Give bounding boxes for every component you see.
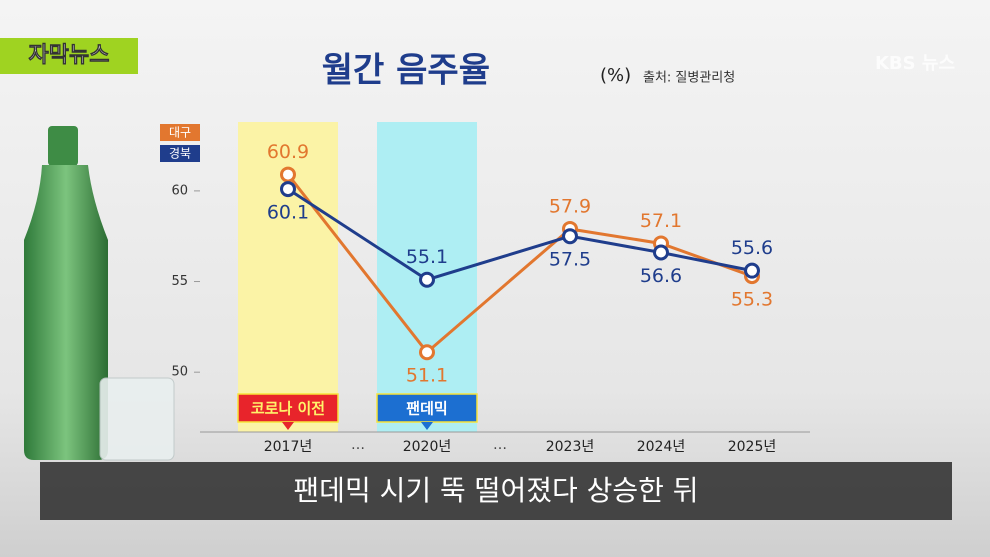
chart-title: 월간 음주율 bbox=[322, 51, 490, 91]
plot: 코로나 이전 팬데믹 50 55 60 2017년 2020년 2023년 2024년 2025년… bbox=[160, 122, 810, 455]
x-break: … bbox=[351, 437, 365, 453]
highlight-tag bbox=[237, 393, 339, 423]
value-label: 56.6 bbox=[640, 265, 682, 287]
value-label: 55.3 bbox=[731, 289, 773, 311]
broadcaster: KBS 뉴스 bbox=[875, 53, 955, 74]
legend-label: 대구 bbox=[169, 126, 191, 140]
unit: (%) bbox=[600, 65, 631, 86]
legend-swatch bbox=[160, 145, 200, 162]
point bbox=[280, 181, 296, 198]
highlight-label: 팬데믹 bbox=[406, 400, 447, 418]
x-break: … bbox=[493, 437, 507, 453]
point bbox=[562, 228, 578, 245]
value-label: 57.5 bbox=[549, 249, 591, 271]
value-label: 60.1 bbox=[267, 202, 309, 224]
value-label: 60.9 bbox=[267, 141, 309, 163]
source: 출처: 질병관리청 bbox=[643, 71, 735, 86]
x-tick-label: 2020년 bbox=[403, 439, 452, 455]
logo-box bbox=[0, 38, 138, 74]
x-tick-label: 2024년 bbox=[637, 439, 686, 455]
logo: 자막뉴스 bbox=[29, 43, 110, 68]
x-tick-label: 2025년 bbox=[728, 439, 777, 455]
y-tick-label: 60 bbox=[171, 183, 188, 198]
value-label: 57.1 bbox=[640, 210, 682, 232]
value-label: 55.1 bbox=[406, 246, 448, 268]
legend-label: 경북 bbox=[169, 147, 191, 161]
x-tick-label: 2017년 bbox=[264, 439, 313, 455]
subtitle: 팬데믹 시기 뚝 떨어졌다 상승한 뒤 bbox=[293, 474, 698, 507]
point bbox=[280, 166, 296, 183]
highlight-pointer bbox=[421, 422, 433, 430]
highlight-pointer bbox=[282, 422, 294, 430]
point bbox=[744, 262, 760, 279]
legend-swatch bbox=[160, 124, 200, 141]
value-label: 55.6 bbox=[731, 237, 773, 259]
subtitle-bar bbox=[40, 462, 952, 520]
point bbox=[419, 271, 435, 288]
point bbox=[419, 344, 435, 361]
value-label: 57.9 bbox=[549, 195, 591, 217]
x-tick-label: 2023년 bbox=[546, 439, 595, 455]
value-label: 51.1 bbox=[406, 365, 448, 387]
bottle bbox=[24, 126, 175, 461]
point bbox=[653, 244, 669, 261]
y-tick-label: 55 bbox=[171, 274, 188, 289]
highlight-label: 코로나 이전 bbox=[251, 400, 325, 418]
y-tick-label: 50 bbox=[171, 365, 188, 380]
